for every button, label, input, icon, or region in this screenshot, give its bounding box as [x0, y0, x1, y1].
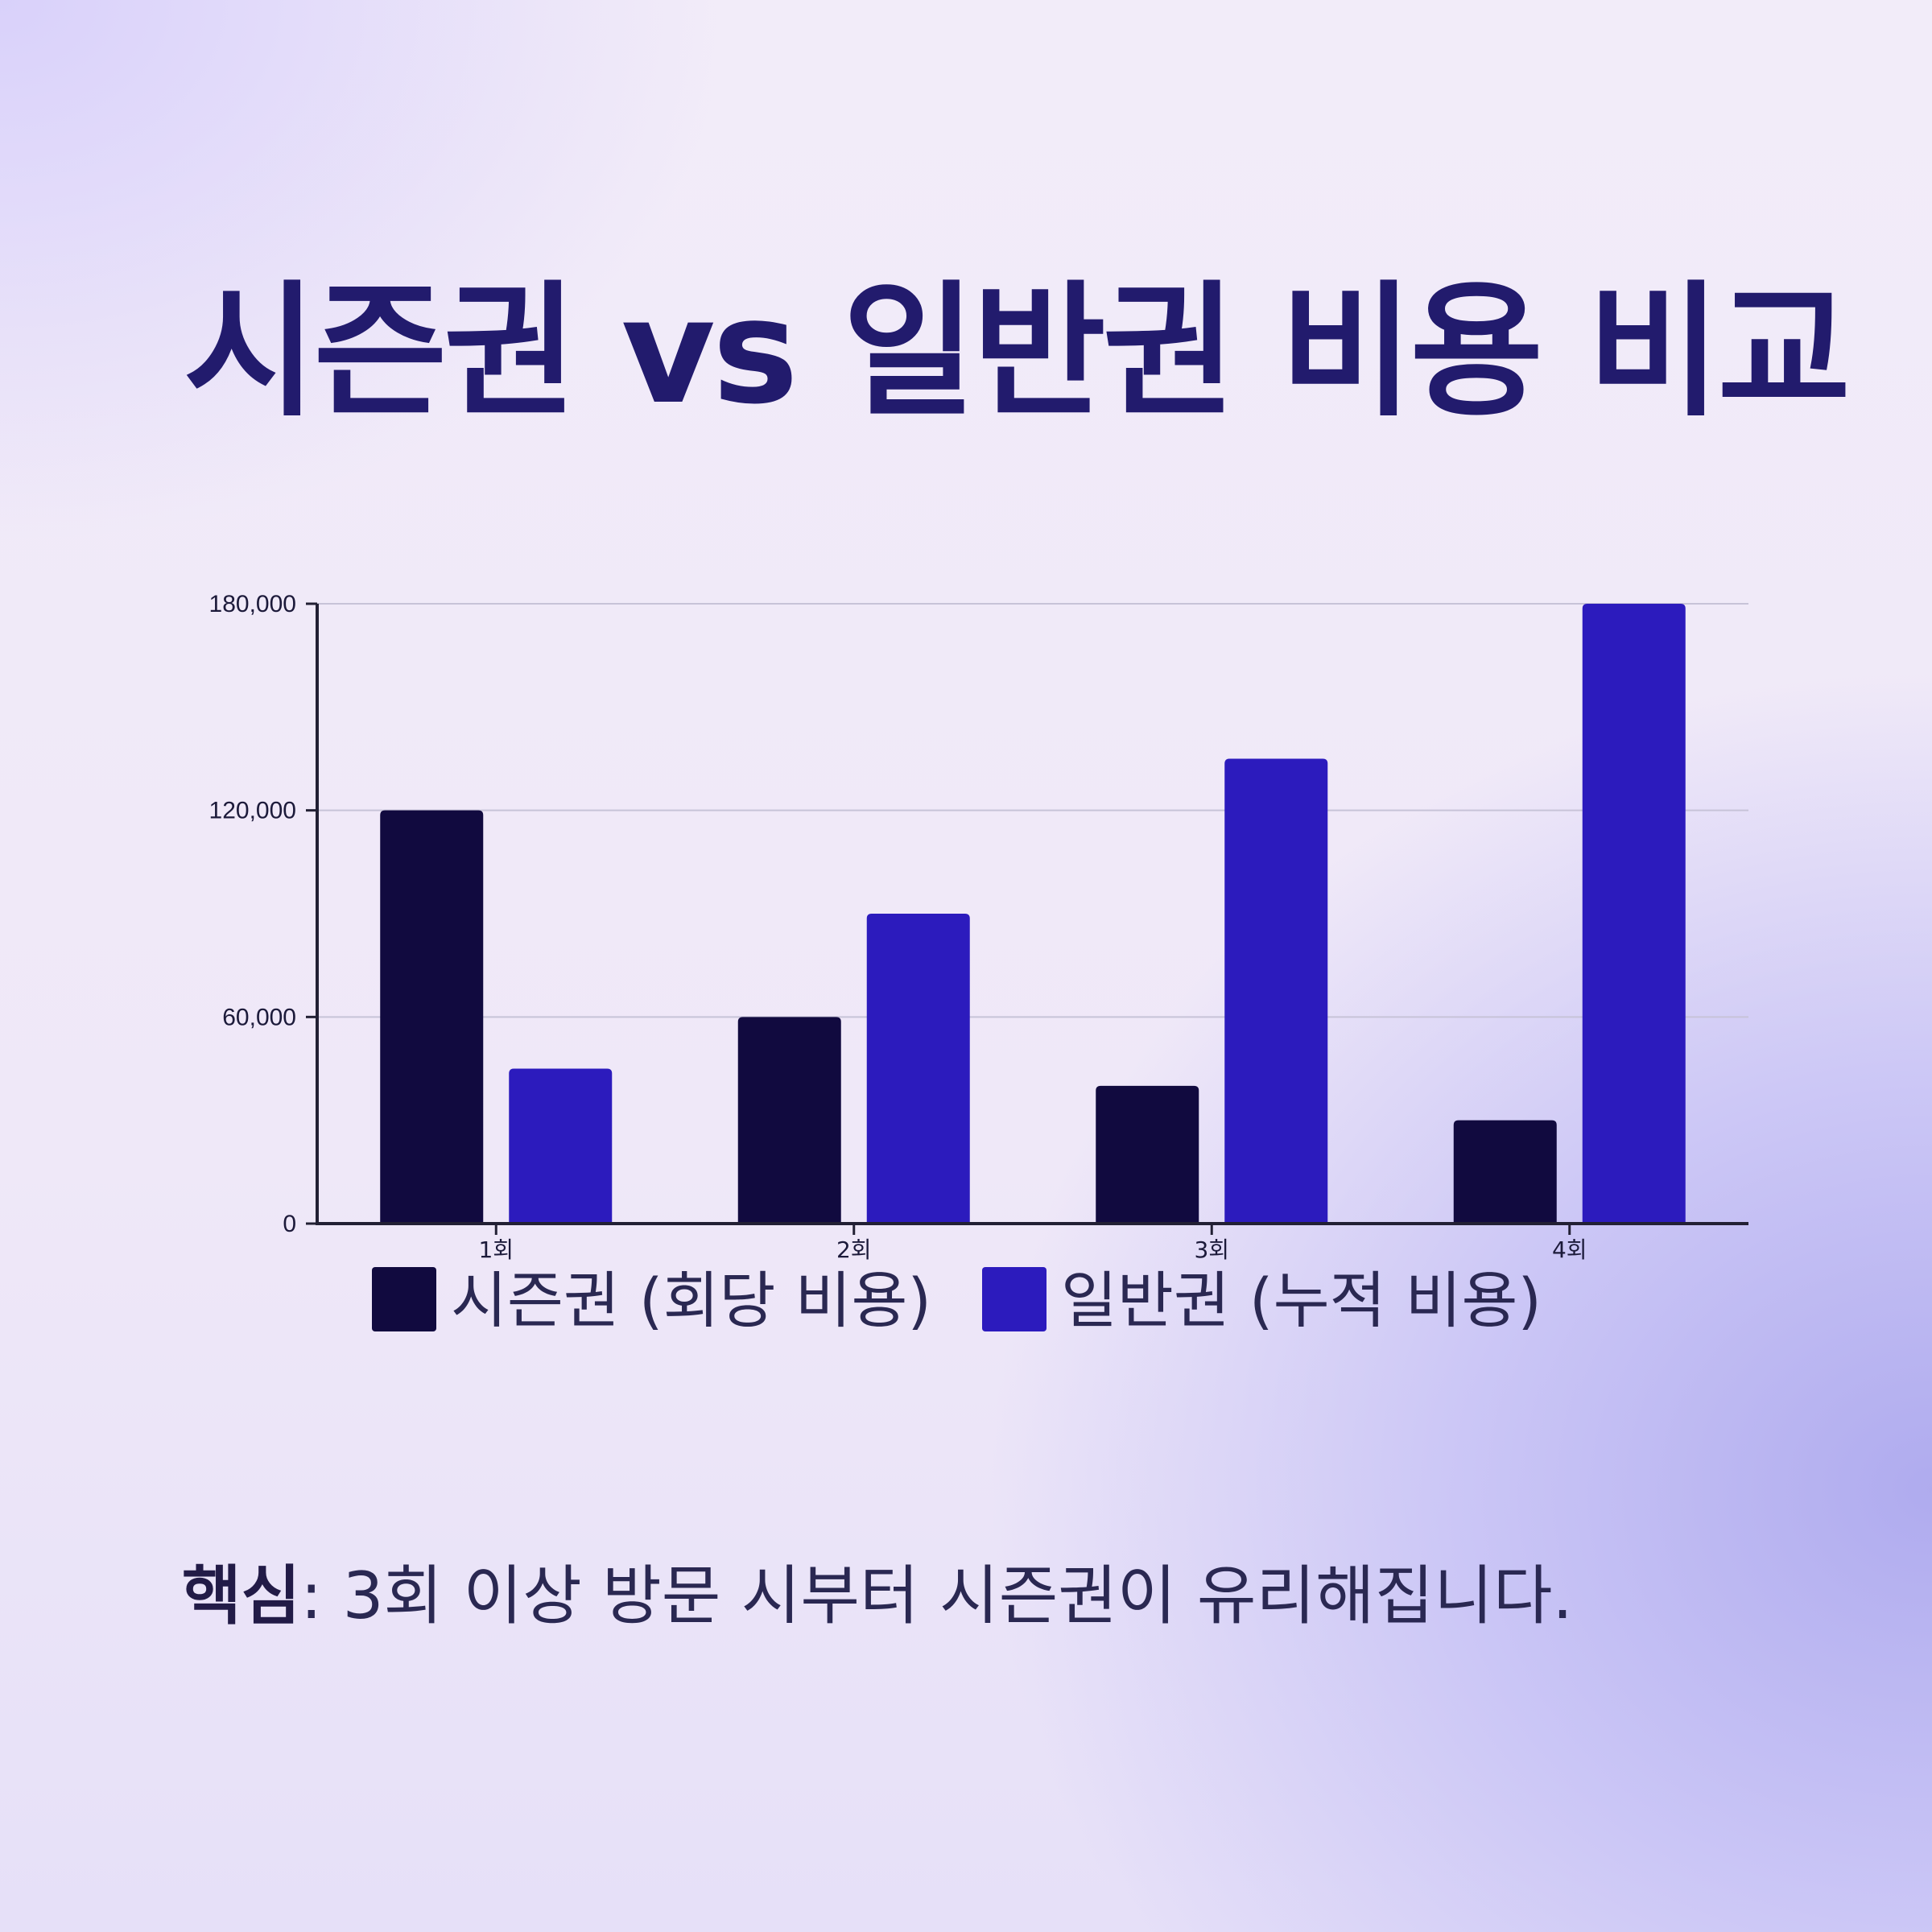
- key-note: 핵심: 3회 이상 방문 시부터 시즌권이 유리해집니다.: [182, 1544, 1573, 1637]
- bar: [380, 810, 484, 1224]
- x-tick-label: 4회: [1552, 1236, 1587, 1263]
- x-axis-ticks: 1회 2회 3회 4회: [478, 1224, 1587, 1263]
- note-text: : 3회 이상 방문 시부터 시즌권이 유리해집니다.: [300, 1558, 1573, 1633]
- x-tick-label: 1회: [478, 1236, 514, 1263]
- legend: 시즌권 (회당 비용) 일반권 (누적 비용): [372, 1265, 1542, 1336]
- x-tick-label: 2회: [836, 1236, 872, 1263]
- y-tick-label: 60,000: [222, 1004, 296, 1030]
- x-tick-label: 3회: [1194, 1236, 1229, 1263]
- bar: [1453, 1120, 1557, 1224]
- legend-swatch: [982, 1267, 1046, 1331]
- legend-label: 일반권 (누적 비용): [1061, 1265, 1542, 1336]
- chart-title: 시즌권 vs 일반권 비용 비교: [184, 268, 1851, 436]
- y-tick-label: 180,000: [209, 591, 296, 617]
- gridlines: [317, 603, 1748, 1018]
- y-tick-label: 0: [283, 1211, 296, 1237]
- bar: [509, 1068, 613, 1224]
- legend-swatch: [372, 1267, 436, 1331]
- bars: [380, 604, 1686, 1224]
- axes: [316, 604, 1748, 1225]
- legend-label: 시즌권 (회당 비용): [451, 1265, 931, 1336]
- note-bold-label: 핵심: [182, 1558, 301, 1633]
- bar: [866, 914, 970, 1224]
- y-axis-ticks: 0 60,000 120,000 180,000: [209, 591, 317, 1237]
- y-tick-label: 120,000: [209, 798, 296, 824]
- bar: [1582, 604, 1686, 1224]
- bar: [1096, 1085, 1199, 1224]
- bar: [737, 1017, 841, 1224]
- bar: [1224, 758, 1328, 1224]
